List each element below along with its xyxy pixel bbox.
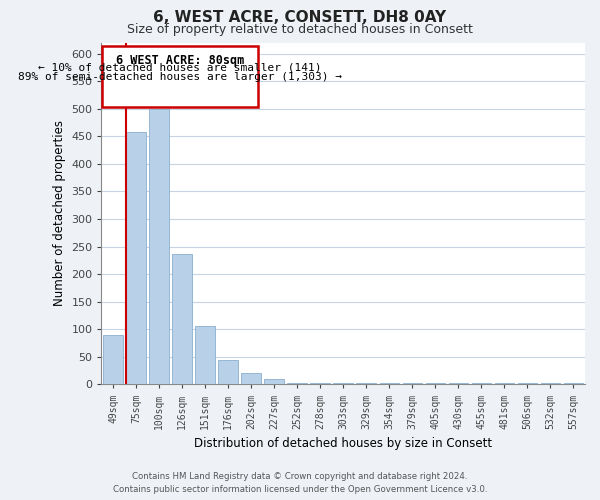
Text: Contains HM Land Registry data © Crown copyright and database right 2024.
Contai: Contains HM Land Registry data © Crown c… <box>113 472 487 494</box>
Y-axis label: Number of detached properties: Number of detached properties <box>53 120 66 306</box>
Bar <box>102 46 258 107</box>
Text: Size of property relative to detached houses in Consett: Size of property relative to detached ho… <box>127 22 473 36</box>
Bar <box>265 379 284 384</box>
Bar <box>241 374 261 384</box>
X-axis label: Distribution of detached houses by size in Consett: Distribution of detached houses by size … <box>194 437 493 450</box>
Bar <box>103 335 123 384</box>
Bar <box>172 254 192 384</box>
Bar <box>126 132 146 384</box>
Text: 89% of semi-detached houses are larger (1,303) →: 89% of semi-detached houses are larger (… <box>18 72 342 82</box>
Bar <box>218 360 238 384</box>
Bar <box>196 326 215 384</box>
Text: 6, WEST ACRE, CONSETT, DH8 0AY: 6, WEST ACRE, CONSETT, DH8 0AY <box>154 10 446 25</box>
Bar <box>149 108 169 384</box>
Text: 6 WEST ACRE: 80sqm: 6 WEST ACRE: 80sqm <box>116 54 244 67</box>
Text: ← 10% of detached houses are smaller (141): ← 10% of detached houses are smaller (14… <box>38 63 322 73</box>
